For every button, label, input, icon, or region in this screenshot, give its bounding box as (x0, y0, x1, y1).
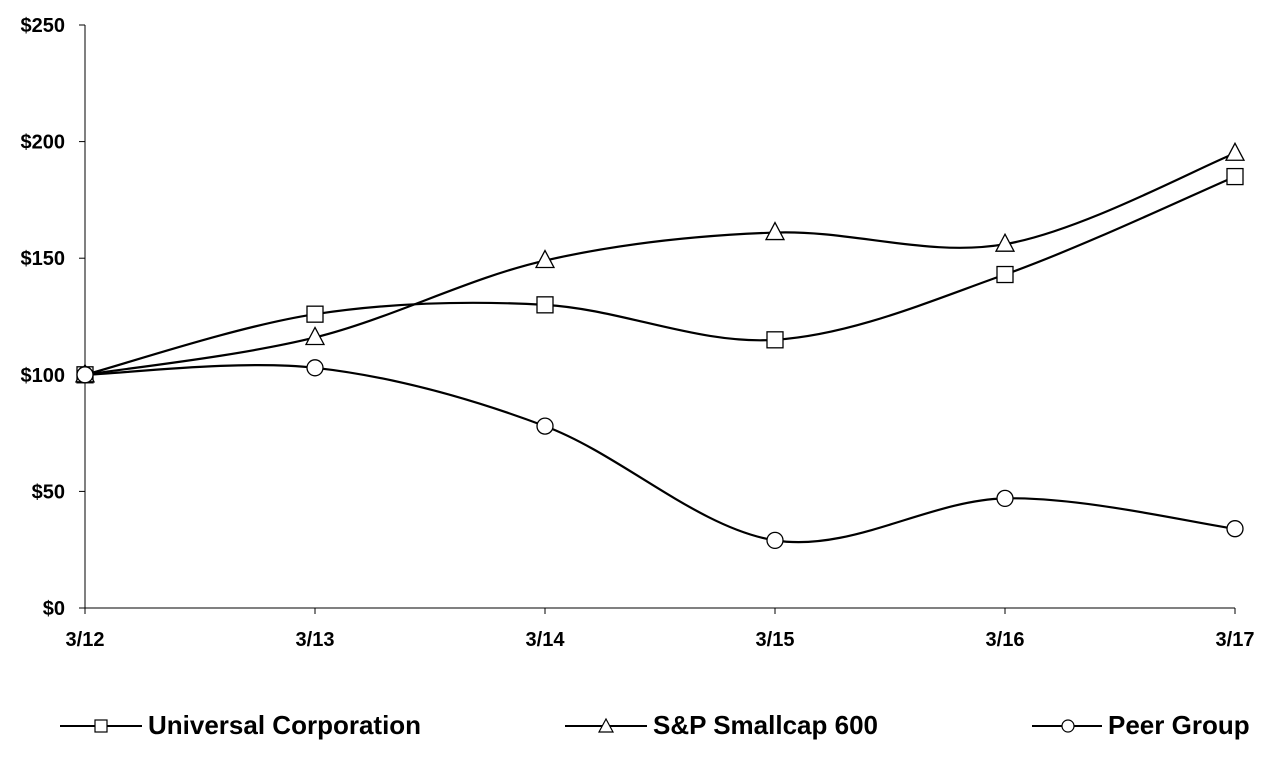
legend-label-universal-corporation: Universal Corporation (148, 710, 422, 740)
square-marker (536, 296, 554, 314)
circle-marker (1226, 520, 1244, 538)
square-marker (996, 265, 1014, 284)
circle-marker (996, 489, 1014, 508)
legend-label-peer-group: Peer Group (1108, 710, 1250, 740)
y-tick-label: $200 (21, 132, 66, 154)
triangle-marker (1224, 141, 1246, 161)
circle-marker (76, 366, 94, 384)
triangle-marker (994, 232, 1016, 252)
legend-item-peer-group: Peer Group (1032, 710, 1250, 741)
circle-marker (536, 417, 554, 435)
legend-line-circle-marker-icon (1032, 718, 1102, 733)
y-tick-label: $0 (43, 598, 65, 620)
legend-line-square-marker-icon (60, 718, 142, 733)
square-marker (766, 331, 784, 349)
tick-labels: $0 $50 $100 $150 $200 $250 3/12 3/13 3/14 3/15 3/1… (21, 15, 1255, 651)
series-line-1 (84, 152, 1236, 376)
triangle-marker (534, 249, 556, 269)
x-tick-label: 3/17 (1216, 629, 1255, 651)
x-tick-label: 3/15 (756, 629, 795, 651)
legend-line-triangle-marker-icon (565, 717, 647, 733)
x-tick-label: 3/12 (66, 629, 105, 651)
legend-item-universal-corporation: Universal Corporation (60, 710, 421, 741)
legend-label-sp-smallcap-600: S&P Smallcap 600 (653, 710, 878, 740)
series-markers (74, 141, 1246, 550)
triangle-marker (304, 326, 326, 346)
series-line-2 (84, 364, 1236, 544)
chart-axes (79, 24, 1236, 614)
x-tick-label: 3/16 (986, 629, 1025, 651)
legend: Universal Corporation S&P Smallcap 600 P… (0, 700, 1263, 764)
y-tick-label: $150 (21, 248, 66, 270)
square-marker (1226, 167, 1244, 186)
square-marker (306, 305, 324, 323)
legend-item-sp-smallcap-600: S&P Smallcap 600 (565, 710, 878, 741)
series-line-0 (84, 175, 1236, 376)
y-tick-label: $100 (21, 365, 66, 387)
triangle-marker (764, 221, 786, 241)
circle-marker (766, 531, 784, 550)
x-tick-label: 3/14 (526, 629, 566, 651)
y-tick-label: $50 (32, 481, 65, 503)
x-tick-label: 3/13 (296, 629, 335, 651)
series-lines (84, 152, 1236, 544)
y-tick-label: $250 (21, 15, 66, 37)
circle-marker (306, 359, 324, 377)
